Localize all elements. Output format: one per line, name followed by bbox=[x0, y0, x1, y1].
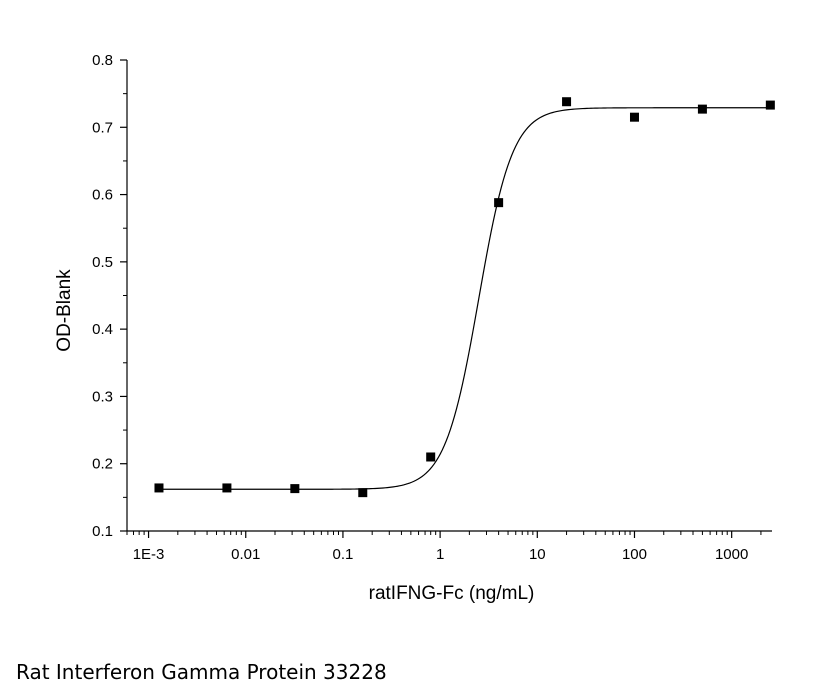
figure-caption: Rat Interferon Gamma Protein 33228 bbox=[16, 660, 387, 684]
y-tick-label: 0.4 bbox=[92, 321, 113, 338]
data-point bbox=[426, 452, 436, 462]
data-point bbox=[358, 488, 368, 498]
data-point bbox=[494, 198, 504, 208]
y-axis-title: OD-Blank bbox=[54, 269, 75, 352]
data-point bbox=[290, 484, 300, 494]
data-point bbox=[765, 100, 775, 110]
y-tick-label: 0.1 bbox=[92, 523, 113, 540]
x-axis-ticks: 1E-3 0.01 0.1 1 10 100 1000 bbox=[126, 531, 762, 563]
y-tick-label: 0.3 bbox=[92, 388, 113, 405]
fit-curve bbox=[158, 107, 771, 490]
x-tick-label: 0.01 bbox=[231, 546, 260, 563]
y-tick-label: 0.8 bbox=[92, 52, 113, 69]
x-tick-label: 1000 bbox=[715, 546, 748, 563]
data-point bbox=[222, 483, 232, 493]
y-axis-ticks: 0.1 0.2 0.3 0.4 0.5 0.6 0.7 0.8 bbox=[92, 52, 127, 540]
x-tick-label: 1E-3 bbox=[133, 546, 165, 563]
data-point bbox=[154, 483, 164, 493]
x-tick-label: 0.1 bbox=[333, 546, 354, 563]
x-tick-label: 1 bbox=[436, 546, 444, 563]
y-tick-label: 0.6 bbox=[92, 187, 113, 204]
x-tick-label: 10 bbox=[529, 546, 546, 563]
y-tick-label: 0.5 bbox=[92, 254, 113, 271]
data-point bbox=[629, 112, 639, 122]
y-tick-label: 0.7 bbox=[92, 119, 113, 136]
y-tick-label: 0.2 bbox=[92, 456, 113, 473]
data-point bbox=[697, 104, 707, 114]
data-point bbox=[562, 97, 572, 107]
dose-response-chart: 1E-3 0.01 0.1 1 10 100 1000 0.1 0.2 0.3 0.4 0.5 0.6… bbox=[54, 52, 775, 604]
data-points bbox=[154, 97, 775, 498]
plot-area: 1E-3 0.01 0.1 1 10 100 1000 0.1 0.2 0.3 0.4 0.5 0.6… bbox=[92, 52, 775, 563]
x-tick-label: 100 bbox=[622, 546, 647, 563]
x-axis-title: ratIFNG-Fc (ng/mL) bbox=[369, 583, 535, 604]
